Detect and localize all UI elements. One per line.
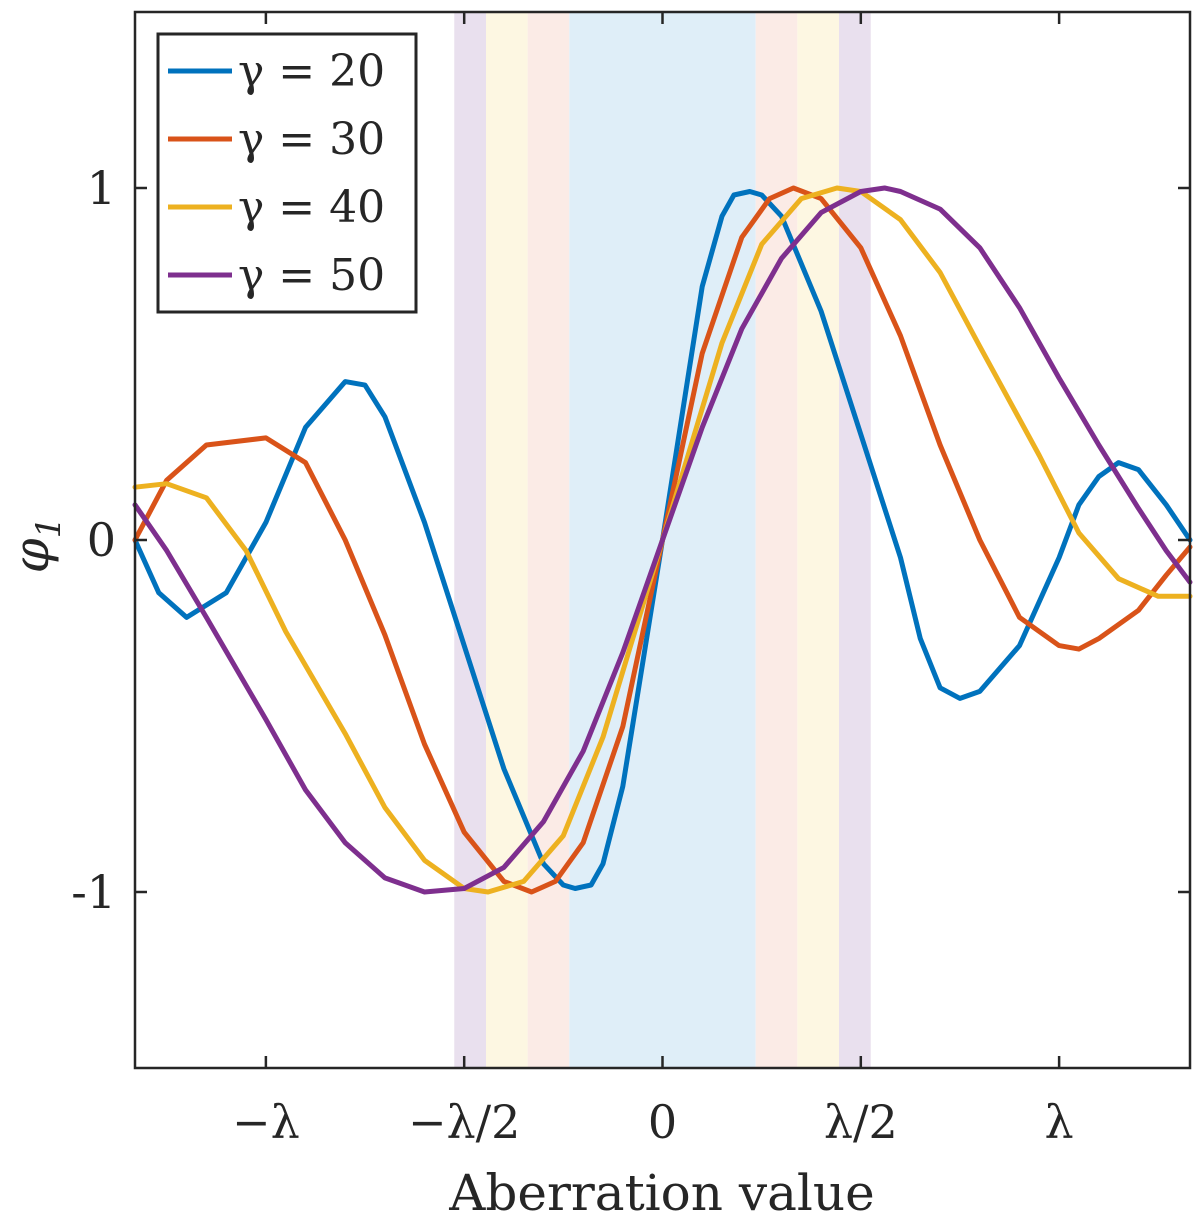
x-tick-label-4: λ — [1045, 1095, 1074, 1149]
shaded-band-6 — [838, 12, 871, 1068]
legend-box — [156, 32, 418, 314]
y-axis-label: φ1 — [2, 517, 69, 574]
y-tick-label-0: 1 — [87, 161, 116, 215]
series-lines — [132, 185, 1193, 895]
series-line-gamma-20 — [132, 189, 1193, 891]
tick-labels: −λ −λ/2 0 λ/2 λ 1 0 -1 — [71, 161, 1074, 1149]
legend-label-gamma-30: γ = 30 — [238, 114, 385, 165]
tick-marks — [135, 12, 1190, 1068]
shaded-band-2 — [527, 12, 570, 1068]
x-axis-label: Aberration value — [448, 1164, 874, 1222]
series-line-gamma-30 — [132, 185, 1193, 895]
x-tick-label-0: −λ — [232, 1095, 300, 1149]
x-tick-label-1: −λ/2 — [408, 1095, 520, 1149]
y-axis-label-symbol: φ — [2, 538, 60, 573]
svg-text:φ1: φ1 — [2, 517, 69, 574]
legend-label-gamma-50: γ = 50 — [238, 250, 385, 301]
series-line-gamma-50 — [132, 185, 1193, 895]
y-axis-label-subscript: 1 — [29, 517, 69, 539]
shaded-band-1 — [486, 12, 528, 1068]
shaded-band-4 — [755, 12, 798, 1068]
legend: γ = 20 γ = 30 γ = 40 γ = 50 — [156, 32, 418, 314]
legend-label-gamma-40: γ = 40 — [238, 182, 385, 233]
legend-label-gamma-20: γ = 20 — [238, 46, 385, 97]
y-tick-label-1: 0 — [87, 513, 116, 567]
shaded-band-0 — [454, 12, 487, 1068]
x-tick-label-2: 0 — [648, 1095, 677, 1149]
shaded-band-5 — [797, 12, 839, 1068]
y-tick-label-2: -1 — [71, 865, 116, 919]
shaded-bands — [454, 12, 871, 1068]
x-tick-label-3: λ/2 — [824, 1095, 898, 1149]
